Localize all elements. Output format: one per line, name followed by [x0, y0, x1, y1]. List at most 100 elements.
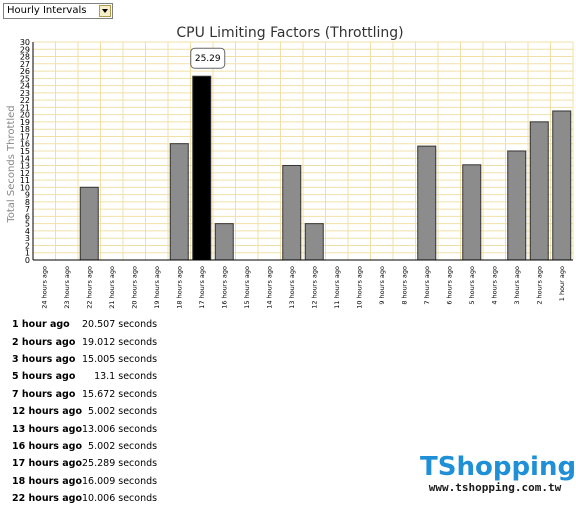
table-row: 5 hours ago 13.1 seconds: [12, 368, 157, 385]
x-tick-label: 10 hours ago: [355, 266, 363, 309]
y-tick-label: 4: [25, 227, 30, 236]
x-tick-label: 24 hours ago: [40, 266, 48, 309]
y-tick-label: 2: [25, 241, 30, 250]
x-tick-label: 2 hours ago: [535, 266, 543, 305]
row-value: 5.002 seconds: [88, 406, 158, 418]
table-row: 22 hours ago 10.006 seconds: [12, 490, 157, 507]
row-label: 16 hours ago: [12, 440, 82, 452]
bar[interactable]: [214, 223, 234, 261]
y-tick-label: 15: [20, 147, 30, 156]
x-tick-label: 19 hours ago: [153, 266, 161, 309]
throttling-chart: CPU Limiting Factors (Throttling) Total …: [6, 25, 574, 309]
row-value: 5.002 seconds: [88, 440, 158, 452]
row-label: 22 hours ago: [12, 493, 82, 505]
tooltip-box: [190, 47, 226, 69]
y-tick-label: 7: [25, 205, 30, 214]
table-row: 3 hours ago 15.005 seconds: [12, 351, 157, 368]
row-label: 13 hours ago: [12, 423, 82, 435]
row-label: 12 hours ago: [12, 406, 82, 418]
x-tick-label: 20 hours ago: [130, 266, 138, 309]
row-label: 7 hours ago: [12, 388, 76, 400]
grid-lines: [32, 41, 574, 261]
table-row: 2 hours ago 19.012 seconds: [12, 333, 157, 350]
row-value: 15.672 seconds: [82, 388, 158, 400]
watermark: TShopping www.tshopping.com.tw: [420, 452, 576, 494]
row-value: 19.012 seconds: [82, 336, 158, 348]
x-tick-label: 12 hours ago: [310, 266, 318, 309]
x-tick-label: 16 hours ago: [220, 266, 228, 309]
x-tick-label: 1 hour ago: [558, 266, 566, 301]
y-tick-label: 22: [20, 96, 30, 105]
axes: [32, 42, 573, 261]
row-label: 2 hours ago: [12, 336, 76, 348]
row-value: 10.006 seconds: [82, 493, 158, 505]
y-tick-label: 24: [20, 82, 30, 91]
x-tick-label: 4 hours ago: [490, 266, 498, 305]
bar[interactable]: [507, 150, 527, 261]
x-tick-label: 23 hours ago: [63, 266, 71, 309]
interval-select[interactable]: Hourly Intervals: [3, 3, 113, 19]
x-tick-label: 15 hours ago: [243, 266, 251, 309]
y-tick-label: 29: [20, 45, 30, 54]
y-axis-title: Total Seconds Throttled: [6, 105, 17, 223]
x-tick-label: 8 hours ago: [400, 266, 408, 305]
bar[interactable]: [552, 110, 572, 261]
row-label: 3 hours ago: [12, 353, 76, 365]
y-tick-label: 27: [20, 60, 30, 69]
y-tick-label: 20: [20, 111, 30, 120]
x-tick-label: 6 hours ago: [445, 266, 453, 305]
y-tick-label: 26: [20, 67, 30, 76]
table-row: 1 hour ago 20.507 seconds: [12, 316, 157, 333]
table-row: 18 hours ago 16.009 seconds: [12, 473, 157, 490]
y-tick-label: 16: [20, 140, 30, 149]
bar[interactable]: [192, 75, 212, 261]
x-tick-label: 11 hours ago: [333, 266, 341, 309]
bar[interactable]: [462, 164, 482, 261]
y-tick-label: 13: [20, 162, 30, 171]
y-tick-label: 3: [25, 234, 30, 243]
row-label: 18 hours ago: [12, 475, 82, 487]
x-tick-label: 7 hours ago: [423, 266, 431, 305]
row-value: 13.006 seconds: [82, 423, 158, 435]
chevron-down-icon[interactable]: [99, 5, 111, 17]
bar[interactable]: [282, 164, 302, 261]
row-value: 25.289 seconds: [82, 458, 158, 470]
y-tick-label: 14: [20, 154, 30, 163]
row-value: 20.507 seconds: [82, 319, 158, 331]
bar[interactable]: [304, 223, 324, 261]
watermark-url: www.tshopping.com.tw: [428, 481, 562, 494]
row-label: 17 hours ago: [12, 458, 82, 470]
y-tick-label: 11: [20, 176, 30, 185]
y-tick-label: 6: [25, 212, 30, 221]
chart-title: CPU Limiting Factors (Throttling): [176, 25, 403, 41]
x-tick-label: 9 hours ago: [378, 266, 386, 305]
bar[interactable]: [169, 143, 189, 261]
table-row: 17 hours ago 25.289 seconds: [12, 455, 157, 472]
watermark-logo: TShopping: [420, 452, 576, 482]
table-row: 12 hours ago 5.002 seconds: [12, 403, 157, 420]
row-value: 16.009 seconds: [82, 475, 158, 487]
y-tick-label: 8: [25, 198, 30, 207]
x-tick-label: 18 hours ago: [175, 266, 183, 309]
y-tick-label: 25: [20, 74, 30, 83]
row-value: 13.1 seconds: [94, 371, 158, 383]
interval-select-value: Hourly Intervals: [7, 5, 87, 16]
tooltip-value: 25.29: [195, 54, 221, 64]
y-tick-label: 9: [25, 191, 30, 200]
x-tick-label: 17 hours ago: [198, 266, 206, 309]
table-row: 7 hours ago 15.672 seconds: [12, 386, 157, 403]
bar[interactable]: [529, 121, 549, 261]
y-tick-labels: 0123456789101112131415161718192021222324…: [20, 38, 30, 265]
bar[interactable]: [79, 186, 99, 261]
bar[interactable]: [417, 145, 437, 261]
y-tick-label: 0: [25, 256, 30, 265]
row-value: 15.005 seconds: [82, 353, 158, 365]
row-label: 1 hour ago: [12, 319, 70, 331]
y-tick-label: 19: [20, 118, 30, 127]
y-tick-label: 30: [20, 38, 30, 47]
y-tick-label: 21: [20, 103, 30, 112]
x-tick-label: 14 hours ago: [265, 266, 273, 309]
bar-tooltip: 25.29: [190, 47, 226, 69]
y-tick-label: 5: [25, 220, 30, 229]
y-tick-label: 18: [20, 125, 30, 134]
